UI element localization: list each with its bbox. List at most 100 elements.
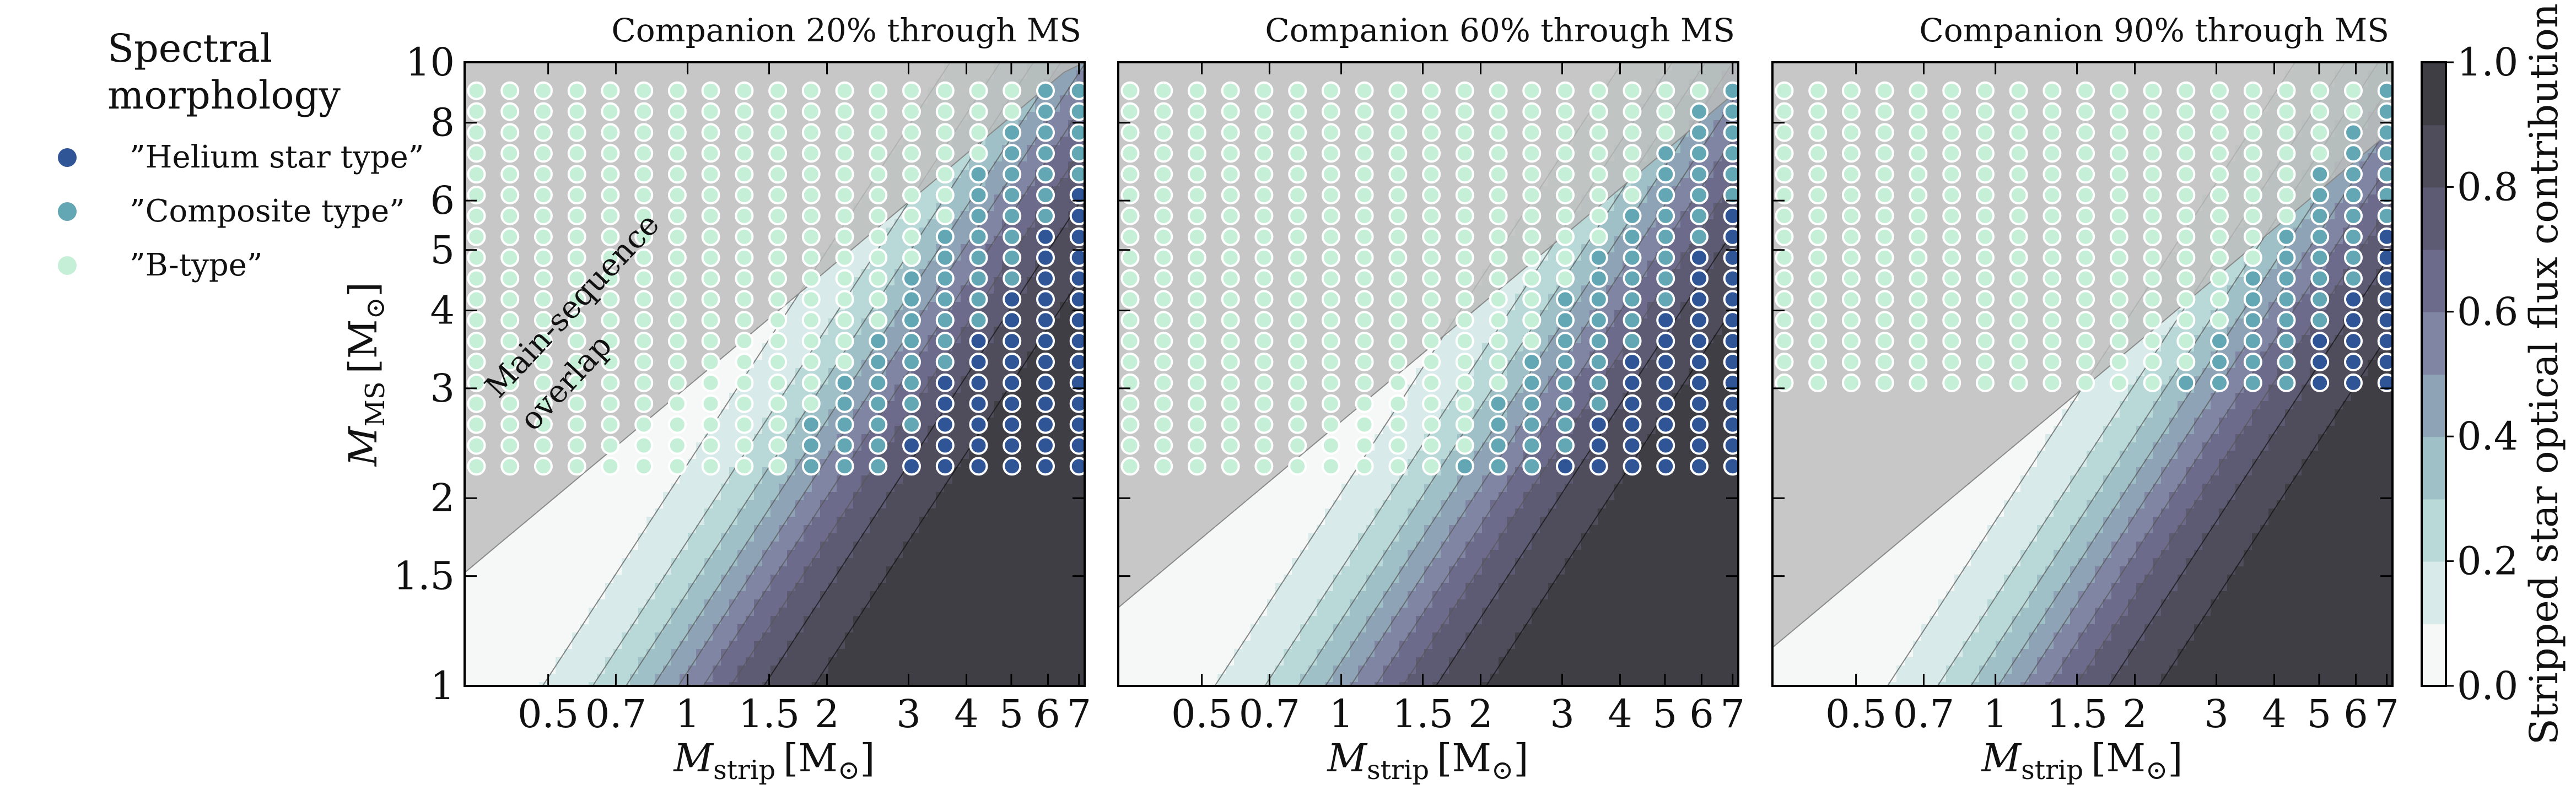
marker xyxy=(1690,415,1709,434)
marker xyxy=(1556,248,1575,267)
marker xyxy=(1942,186,1961,205)
marker xyxy=(1556,123,1575,142)
marker xyxy=(1841,332,1861,351)
marker xyxy=(1355,123,1374,142)
marker xyxy=(1003,394,1022,413)
marker xyxy=(701,457,720,476)
marker xyxy=(1775,144,1794,163)
y-tick-label: 3 xyxy=(430,366,455,411)
marker xyxy=(467,102,486,121)
marker xyxy=(1187,144,1206,163)
marker xyxy=(969,269,988,288)
marker xyxy=(1388,248,1408,267)
marker xyxy=(533,394,553,413)
marker xyxy=(1723,457,1738,476)
marker xyxy=(1154,457,1173,476)
marker xyxy=(2377,81,2392,100)
marker xyxy=(1422,102,1441,121)
marker xyxy=(1775,165,1794,184)
panel-1-plot xyxy=(1118,62,1738,686)
marker xyxy=(1355,165,1374,184)
marker xyxy=(2310,81,2330,100)
marker xyxy=(1003,415,1022,434)
marker xyxy=(869,415,888,434)
marker xyxy=(1321,311,1340,330)
marker xyxy=(1623,290,1642,309)
marker xyxy=(1288,269,1307,288)
marker xyxy=(1775,227,1794,246)
marker xyxy=(801,81,821,100)
marker xyxy=(567,436,586,455)
x-axis-label-2: Mstrip [M⊙] xyxy=(1980,735,2182,786)
x-tick-label: 5 xyxy=(2307,691,2332,737)
marker xyxy=(667,186,687,205)
marker xyxy=(801,144,821,163)
marker xyxy=(467,165,486,184)
marker xyxy=(1388,415,1408,434)
y-tick-label: 6 xyxy=(430,178,455,223)
marker xyxy=(2109,206,2128,225)
marker xyxy=(2210,123,2229,142)
marker xyxy=(1003,81,1022,100)
marker xyxy=(1036,290,1055,309)
marker xyxy=(1003,311,1022,330)
marker xyxy=(467,81,486,100)
marker xyxy=(2277,227,2296,246)
marker xyxy=(735,102,754,121)
marker xyxy=(601,436,620,455)
marker xyxy=(1909,373,1928,392)
marker xyxy=(2043,332,2062,351)
marker xyxy=(1069,165,1085,184)
marker xyxy=(1875,248,1894,267)
marker xyxy=(467,248,486,267)
marker xyxy=(1623,436,1642,455)
marker xyxy=(1522,248,1542,267)
marker xyxy=(969,165,988,184)
marker xyxy=(1069,332,1085,351)
panel-1-ticks: 0.5 0.7 1 1.5 2 3 4 5 6 7 xyxy=(1118,61,1745,737)
marker xyxy=(2310,123,2330,142)
x-tick-label: 5 xyxy=(999,691,1024,737)
marker xyxy=(1187,186,1206,205)
marker xyxy=(1187,165,1206,184)
marker xyxy=(1422,206,1441,225)
marker xyxy=(1522,269,1542,288)
marker xyxy=(2310,290,2330,309)
marker xyxy=(1422,415,1441,434)
marker xyxy=(533,123,553,142)
marker xyxy=(1556,81,1575,100)
marker xyxy=(2344,248,2363,267)
marker xyxy=(1975,290,1995,309)
marker xyxy=(667,165,687,184)
marker xyxy=(701,248,720,267)
marker xyxy=(1623,269,1642,288)
y-tick-label: 4 xyxy=(430,288,455,333)
marker xyxy=(667,290,687,309)
colorbar-band xyxy=(2422,623,2446,686)
marker xyxy=(902,332,921,351)
marker xyxy=(1690,436,1709,455)
marker xyxy=(1589,436,1608,455)
marker xyxy=(1723,269,1738,288)
marker xyxy=(1522,353,1542,371)
marker xyxy=(1187,353,1206,371)
marker xyxy=(1522,311,1542,330)
marker xyxy=(869,353,888,371)
x-tick-label: 3 xyxy=(2204,691,2229,737)
x-tick-label: 2 xyxy=(2122,691,2147,737)
marker xyxy=(1690,165,1709,184)
marker xyxy=(935,269,955,288)
marker xyxy=(1556,353,1575,371)
colorbar-tick-label: 0.2 xyxy=(2457,539,2518,584)
marker xyxy=(2076,144,2095,163)
marker xyxy=(735,457,754,476)
marker xyxy=(1288,332,1307,351)
marker xyxy=(667,415,687,434)
marker xyxy=(969,311,988,330)
marker xyxy=(1589,311,1608,330)
marker xyxy=(1723,102,1738,121)
marker xyxy=(735,123,754,142)
marker xyxy=(1036,102,1055,121)
marker xyxy=(1069,123,1085,142)
marker xyxy=(601,206,620,225)
